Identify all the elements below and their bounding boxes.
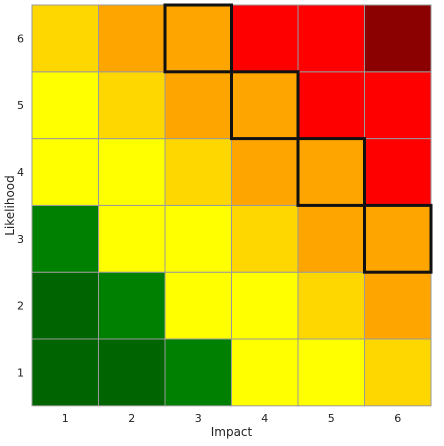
heatmap-cell-impact-2-likelihood-4 bbox=[98, 138, 166, 206]
highlighted-cells bbox=[163, 3, 433, 274]
x-axis-label: Impact bbox=[211, 425, 253, 439]
y-tick-label: 3 bbox=[17, 233, 24, 246]
heatmap-cell-impact-2-likelihood-6 bbox=[98, 4, 166, 73]
heatmap-cell-impact-3-likelihood-3 bbox=[164, 204, 232, 273]
heatmap-cell-impact-6-likelihood-4 bbox=[364, 138, 432, 206]
heatmap-cell-impact-3-likelihood-2 bbox=[164, 271, 232, 340]
x-tick-label: 2 bbox=[128, 412, 135, 425]
heatmap-cell-impact-3-likelihood-1 bbox=[164, 338, 232, 407]
heatmap-cell-impact-6-likelihood-5 bbox=[364, 71, 432, 140]
heatmap-cell-impact-3-likelihood-6 bbox=[164, 4, 232, 73]
heatmap-cell-impact-1-likelihood-5 bbox=[31, 71, 99, 140]
x-axis-ticks: 1 2 3 4 5 6 bbox=[62, 412, 402, 425]
heatmap-cell-impact-1-likelihood-3 bbox=[31, 204, 99, 273]
x-tick-label: 4 bbox=[261, 412, 268, 425]
highlighted-cell-impact-6-likelihood-3 bbox=[363, 203, 433, 274]
heatmap-cell-impact-2-likelihood-5 bbox=[98, 71, 166, 140]
heatmap-cell-impact-1-likelihood-4 bbox=[31, 138, 99, 206]
highlighted-cell-impact-4-likelihood-5 bbox=[230, 70, 300, 141]
heatmap-cell-impact-4-likelihood-6 bbox=[231, 4, 299, 73]
y-axis-label: Likelihood bbox=[3, 175, 17, 236]
heatmap-cell-impact-5-likelihood-6 bbox=[297, 4, 365, 73]
y-tick-label: 2 bbox=[17, 300, 24, 313]
heatmap-cell-impact-5-likelihood-4 bbox=[297, 138, 365, 206]
heatmap-cell-impact-2-likelihood-3 bbox=[98, 204, 166, 273]
heatmap-cell-impact-5-likelihood-3 bbox=[297, 204, 365, 273]
heatmap-cell-impact-4-likelihood-4 bbox=[231, 138, 299, 206]
y-tick-label: 1 bbox=[17, 366, 24, 379]
heatmap-cell-impact-3-likelihood-5 bbox=[164, 71, 232, 140]
heatmap-cell-impact-1-likelihood-2 bbox=[31, 271, 99, 340]
heatmap-cell-impact-5-likelihood-2 bbox=[297, 271, 365, 340]
heatmap-cell-impact-4-likelihood-3 bbox=[231, 204, 299, 273]
heatmap-cell-impact-6-likelihood-1 bbox=[364, 338, 432, 407]
heatmap-cell-impact-1-likelihood-1 bbox=[31, 338, 99, 407]
y-tick-label: 6 bbox=[17, 32, 24, 45]
highlighted-cell-impact-5-likelihood-4 bbox=[296, 137, 366, 207]
x-tick-label: 3 bbox=[195, 412, 202, 425]
heatmap-cell-impact-1-likelihood-6 bbox=[31, 4, 99, 73]
x-tick-label: 6 bbox=[394, 412, 401, 425]
y-axis-ticks: 1 2 3 4 5 6 bbox=[17, 32, 24, 379]
heatmap-cell-impact-4-likelihood-1 bbox=[231, 338, 299, 407]
y-tick-label: 5 bbox=[17, 99, 24, 112]
heatmap-cell-impact-6-likelihood-3 bbox=[364, 204, 432, 273]
heatmap-cell-impact-5-likelihood-5 bbox=[297, 71, 365, 140]
x-tick-label: 1 bbox=[62, 412, 69, 425]
highlighted-cell-impact-3-likelihood-6 bbox=[163, 3, 233, 74]
y-tick-label: 4 bbox=[17, 166, 24, 179]
x-tick-label: 5 bbox=[328, 412, 335, 425]
heatmap-cell-impact-4-likelihood-5 bbox=[231, 71, 299, 140]
heatmap-cell-impact-6-likelihood-6 bbox=[364, 4, 432, 73]
heatmap-cell-impact-6-likelihood-2 bbox=[364, 271, 432, 340]
heatmap-cell-impact-2-likelihood-2 bbox=[98, 271, 166, 340]
heatmap-cell-impact-5-likelihood-1 bbox=[297, 338, 365, 407]
heatmap-cell-impact-4-likelihood-2 bbox=[231, 271, 299, 340]
heatmap-cell-impact-3-likelihood-4 bbox=[164, 138, 232, 206]
heatmap-cell-impact-2-likelihood-1 bbox=[98, 338, 166, 407]
